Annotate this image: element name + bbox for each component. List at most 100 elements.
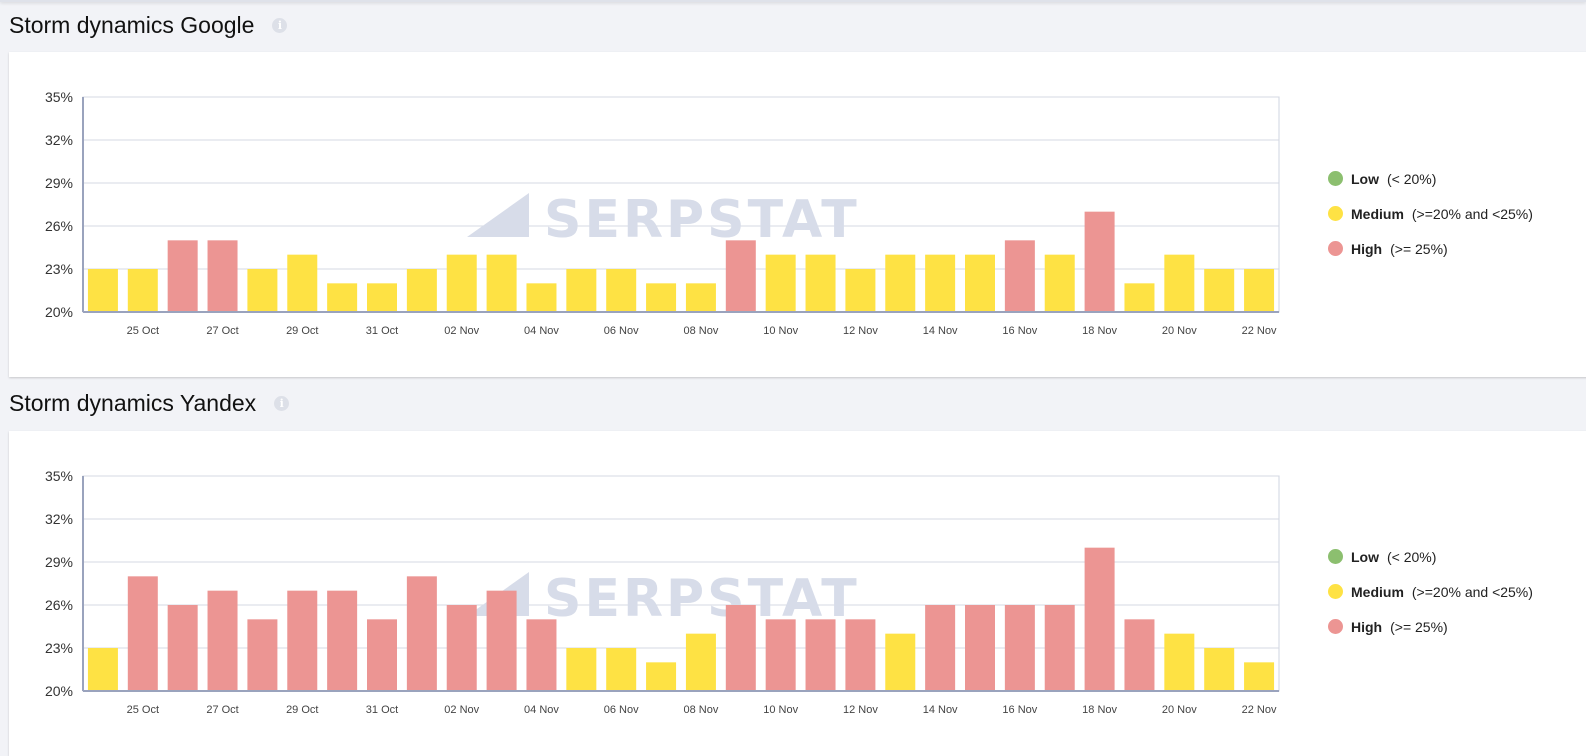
bar[interactable] (765, 254, 796, 312)
x-tick-label: 31 Oct (366, 325, 398, 337)
legend-item-low[interactable]: Low (< 20%) (1328, 539, 1533, 574)
watermark: SERPSTAT (467, 190, 857, 250)
bar[interactable] (167, 605, 198, 691)
bar[interactable] (646, 283, 677, 312)
bar[interactable] (526, 283, 557, 312)
bar[interactable] (127, 269, 158, 312)
bar[interactable] (1244, 662, 1275, 691)
bar[interactable] (1164, 254, 1195, 312)
x-tick-label: 20 Nov (1162, 325, 1197, 337)
x-tick-label: 18 Nov (1082, 325, 1117, 337)
bar[interactable] (1044, 254, 1075, 312)
bar[interactable] (486, 590, 517, 691)
legend-yandex: Low (< 20%) Medium (>=20% and <25%) High… (1328, 539, 1533, 644)
bar[interactable] (805, 254, 836, 312)
bar[interactable] (87, 648, 118, 691)
bar[interactable] (1004, 240, 1035, 312)
section-title-google-text: Storm dynamics Google (9, 12, 255, 38)
bar[interactable] (167, 240, 198, 312)
bar[interactable] (1164, 633, 1195, 691)
legend-name-low: Low (1351, 170, 1379, 187)
bar[interactable] (646, 662, 677, 691)
bar[interactable] (1004, 605, 1035, 691)
bar[interactable] (207, 240, 238, 312)
x-tick-label: 02 Nov (444, 704, 479, 716)
bar[interactable] (925, 254, 956, 312)
bar[interactable] (127, 576, 158, 691)
info-icon[interactable]: i (272, 18, 288, 33)
bar[interactable] (207, 590, 238, 691)
x-tick-label: 14 Nov (923, 704, 958, 716)
x-tick-label: 22 Nov (1242, 325, 1277, 337)
bar[interactable] (1044, 605, 1075, 691)
bar[interactable] (685, 283, 716, 312)
legend-range-medium: (>=20% and <25%) (1411, 583, 1533, 600)
bar[interactable] (446, 254, 477, 312)
bar[interactable] (446, 605, 477, 691)
bar[interactable] (885, 254, 916, 312)
bar[interactable] (566, 648, 597, 691)
x-tick-label: 16 Nov (1002, 704, 1037, 716)
bar[interactable] (367, 619, 397, 691)
bar[interactable] (406, 269, 437, 312)
bar[interactable] (845, 619, 876, 691)
bar[interactable] (1244, 269, 1275, 312)
legend-item-high[interactable]: High (>= 25%) (1328, 231, 1533, 266)
bar[interactable] (406, 576, 437, 691)
legend-item-low[interactable]: Low (< 20%) (1328, 161, 1533, 196)
bar[interactable] (526, 619, 557, 691)
section-title-yandex: Storm dynamics Yandex i (9, 390, 290, 417)
bar[interactable] (247, 619, 278, 691)
bar[interactable] (925, 605, 956, 691)
legend-dot-high (1328, 241, 1343, 256)
bar[interactable] (367, 283, 397, 312)
x-tick-label: 20 Nov (1162, 704, 1197, 716)
bar[interactable] (327, 590, 358, 691)
x-tick-label: 06 Nov (604, 325, 639, 337)
bar[interactable] (486, 254, 517, 312)
y-tick-label: 32% (45, 511, 73, 527)
bar[interactable] (1084, 211, 1115, 312)
info-icon[interactable]: i (274, 396, 290, 411)
watermark: SERPSTAT (467, 569, 860, 629)
bar[interactable] (845, 269, 876, 312)
x-tick-label: 02 Nov (444, 325, 479, 337)
legend-google: Low (< 20%) Medium (>=20% and <25%) High… (1328, 161, 1533, 266)
bar[interactable] (1084, 547, 1115, 691)
legend-range-low: (< 20%) (1387, 548, 1437, 565)
legend-name-high: High (1351, 618, 1383, 635)
legend-range-medium: (>=20% and <25%) (1411, 205, 1533, 222)
legend-name-medium: Medium (1351, 205, 1404, 222)
y-tick-label: 26% (45, 597, 73, 613)
bar[interactable] (1204, 648, 1235, 691)
bar[interactable] (965, 605, 995, 691)
bar[interactable] (765, 619, 796, 691)
bar[interactable] (1124, 619, 1155, 691)
bar[interactable] (1204, 269, 1235, 312)
bar[interactable] (725, 240, 756, 312)
bar[interactable] (287, 254, 318, 312)
bar[interactable] (606, 269, 637, 312)
bar[interactable] (805, 619, 836, 691)
bar[interactable] (965, 254, 995, 312)
bar[interactable] (87, 269, 118, 312)
y-tick-label: 26% (45, 218, 73, 234)
bar[interactable] (725, 605, 756, 691)
bar[interactable] (327, 283, 358, 312)
watermark-text: SERPSTAT (544, 569, 860, 629)
bar[interactable] (685, 633, 716, 691)
legend-item-medium[interactable]: Medium (>=20% and <25%) (1328, 574, 1533, 609)
bar[interactable] (606, 648, 637, 691)
bar[interactable] (885, 633, 916, 691)
bar[interactable] (566, 269, 597, 312)
y-tick-label: 23% (45, 640, 73, 656)
bar[interactable] (287, 590, 318, 691)
bar[interactable] (1124, 283, 1155, 312)
x-tick-label: 25 Oct (127, 325, 159, 337)
bar[interactable] (247, 269, 278, 312)
legend-item-medium[interactable]: Medium (>=20% and <25%) (1328, 196, 1533, 231)
legend-range-high: (>= 25%) (1390, 240, 1448, 257)
y-tick-label: 35% (45, 468, 73, 484)
legend-item-high[interactable]: High (>= 25%) (1328, 609, 1533, 644)
legend-name-medium: Medium (1351, 583, 1404, 600)
